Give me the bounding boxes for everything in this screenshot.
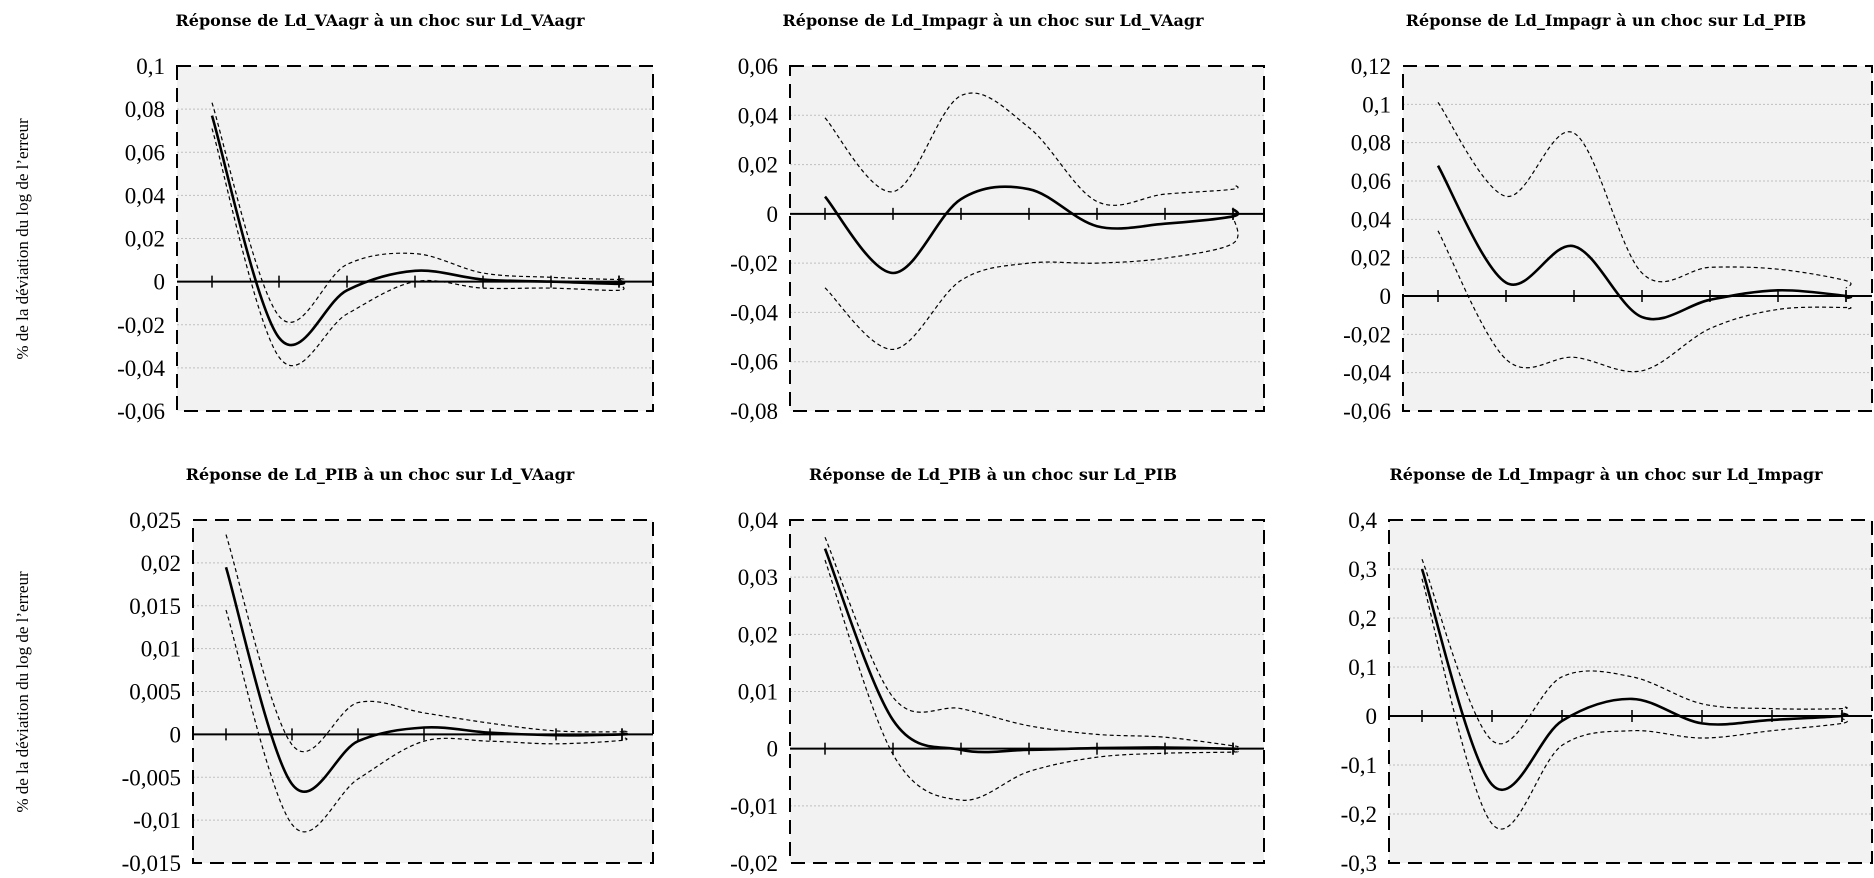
y-tick-label: 0 bbox=[767, 202, 779, 227]
response-line bbox=[824, 185, 1240, 275]
y-tick-label: 0,04 bbox=[1351, 207, 1392, 232]
chart-title: Réponse de Ld_Impagr à un choc sur Ld_PI… bbox=[1406, 11, 1807, 30]
chart-panel-5: Réponse de Ld_PIB à un choc sur Ld_PIB 0,… bbox=[730, 465, 1265, 876]
confidence-band-lower bbox=[1421, 578, 1848, 830]
chart-panel-6: Réponse de Ld_Impagr à un choc sur Ld_Im… bbox=[1341, 465, 1873, 876]
chart-panel-1: Réponse de Ld_VAagr à un choc sur Ld_VAa… bbox=[117, 11, 654, 424]
y-tick-label: -0,01 bbox=[133, 808, 181, 833]
response-line bbox=[823, 548, 1240, 754]
y-tick-label: -0,04 bbox=[1343, 361, 1391, 386]
y-tick-label: 0 bbox=[1366, 704, 1378, 729]
chart-title: Réponse de Ld_VAagr à un choc sur Ld_VAa… bbox=[175, 11, 585, 30]
plot-area bbox=[1403, 66, 1872, 411]
confidence-band-upper bbox=[225, 534, 628, 753]
y-tick-label: 0 bbox=[170, 722, 182, 747]
y-tick-label: 0,1 bbox=[1362, 92, 1391, 117]
y-tick-label: 0,04 bbox=[738, 103, 779, 128]
y-tick-label: 0,02 bbox=[1351, 246, 1391, 271]
confidence-band-upper bbox=[824, 536, 1239, 748]
y-tick-label: 0,08 bbox=[125, 97, 165, 122]
y-tick-label: 0,04 bbox=[738, 508, 779, 533]
y-tick-label: 0,03 bbox=[738, 565, 778, 590]
y-tick-label: 0 bbox=[154, 270, 166, 295]
response-line bbox=[210, 115, 626, 347]
plot-area bbox=[1389, 520, 1872, 863]
plot-frame bbox=[192, 519, 654, 864]
confidence-band-lower bbox=[211, 128, 625, 367]
plot-frame bbox=[1402, 65, 1873, 412]
plot-frame bbox=[789, 519, 1265, 864]
confidence-band-lower bbox=[824, 216, 1239, 351]
y-tick-label: -0,04 bbox=[730, 300, 778, 325]
chart-title: Réponse de Ld_Impagr à un choc sur Ld_VA… bbox=[782, 11, 1204, 30]
y-tick-label: 0 bbox=[767, 737, 779, 762]
y-tick-label: 0,02 bbox=[141, 551, 181, 576]
response-line bbox=[224, 566, 629, 793]
y-tick-label: -0,06 bbox=[730, 350, 778, 375]
confidence-band-upper bbox=[1437, 102, 1852, 289]
response-line bbox=[1436, 165, 1853, 321]
y-tick-label: 0,01 bbox=[141, 637, 181, 662]
chart-panel-4: Réponse de Ld_PIB à un choc sur Ld_VAagr… bbox=[122, 465, 654, 876]
response-line bbox=[1420, 568, 1849, 791]
row-ylabel-1: % de la déviation du log de l’erreur bbox=[13, 118, 32, 360]
chart-title: Réponse de Ld_Impagr à un choc sur Ld_Im… bbox=[1389, 465, 1823, 484]
plot-area bbox=[790, 66, 1264, 411]
chart-panel-3: Réponse de Ld_Impagr à un choc sur Ld_PI… bbox=[1343, 11, 1873, 424]
y-tick-label: 0,04 bbox=[125, 183, 166, 208]
plot-frame bbox=[789, 65, 1265, 412]
y-tick-label: 0,005 bbox=[129, 680, 181, 705]
y-tick-label: 0,2 bbox=[1348, 606, 1377, 631]
y-tick-label: 0,02 bbox=[738, 153, 778, 178]
y-tick-label: 0,06 bbox=[1351, 169, 1391, 194]
y-tick-label: 0,01 bbox=[738, 680, 778, 705]
plot-frame bbox=[176, 65, 654, 412]
y-tick-label: 0,02 bbox=[738, 622, 778, 647]
y-tick-label: 0,12 bbox=[1351, 54, 1391, 79]
y-tick-label: -0,06 bbox=[1343, 399, 1391, 424]
y-tick-label: -0,2 bbox=[1341, 802, 1377, 827]
y-tick-label: -0,02 bbox=[730, 251, 778, 276]
y-tick-label: 0,3 bbox=[1348, 557, 1377, 582]
y-tick-label: -0,3 bbox=[1341, 851, 1377, 876]
chart-panel-2: Réponse de Ld_Impagr à un choc sur Ld_VA… bbox=[730, 11, 1265, 424]
chart-title: Réponse de Ld_PIB à un choc sur Ld_PIB bbox=[809, 465, 1177, 484]
y-tick-label: -0,02 bbox=[117, 313, 165, 338]
y-tick-label: -0,06 bbox=[117, 399, 165, 424]
confidence-band-lower bbox=[225, 609, 628, 833]
y-tick-label: 0,1 bbox=[1348, 655, 1377, 680]
y-tick-label: 0,06 bbox=[125, 140, 165, 165]
y-tick-label: -0,02 bbox=[1343, 322, 1391, 347]
y-tick-label: 0,06 bbox=[738, 54, 778, 79]
row-ylabel-2: % de la déviation du log de l’erreur bbox=[13, 571, 32, 813]
confidence-band-lower bbox=[824, 559, 1239, 801]
confidence-band-upper bbox=[211, 102, 625, 323]
y-tick-label: 0,1 bbox=[136, 54, 165, 79]
confidence-band-lower bbox=[1437, 230, 1852, 373]
y-tick-label: 0,4 bbox=[1348, 508, 1377, 533]
chart-title: Réponse de Ld_PIB à un choc sur Ld_VAagr bbox=[186, 465, 575, 484]
y-tick-label: -0,08 bbox=[730, 399, 778, 424]
plot-frame bbox=[1388, 519, 1873, 864]
y-tick-label: -0,01 bbox=[730, 794, 778, 819]
y-tick-label: -0,04 bbox=[117, 356, 165, 381]
y-tick-label: 0,02 bbox=[125, 227, 165, 252]
y-tick-label: -0,015 bbox=[122, 851, 181, 876]
y-tick-label: 0,08 bbox=[1351, 131, 1391, 156]
y-tick-label: 0 bbox=[1380, 284, 1392, 309]
y-tick-label: -0,1 bbox=[1341, 753, 1377, 778]
y-tick-label: 0,025 bbox=[129, 508, 181, 533]
y-tick-label: -0,005 bbox=[122, 765, 181, 790]
y-tick-label: 0,015 bbox=[129, 594, 181, 619]
y-tick-label: -0,02 bbox=[730, 851, 778, 876]
